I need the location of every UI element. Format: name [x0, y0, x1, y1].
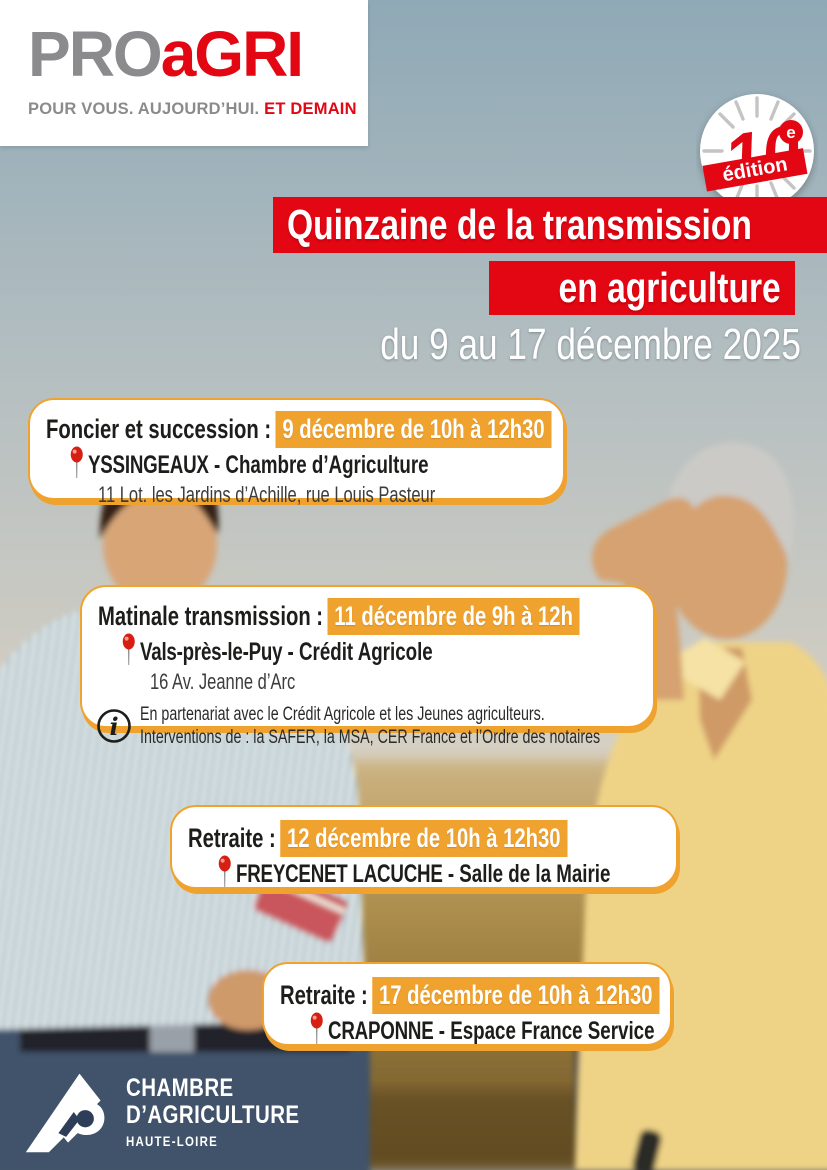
event-card-retraite-freycenet: Retraite :12 décembre de 10h à 12h30 FRE… [170, 805, 678, 889]
event-location: YSSINGEAUX - Chambre d’Agriculture [70, 446, 429, 480]
event-venue: - Espace France Service [438, 1017, 655, 1045]
location-pin-icon [70, 446, 83, 478]
event-city: CRAPONNE [328, 1017, 434, 1045]
event-title-text: Retraite : [188, 823, 276, 853]
event-partners-note: i En partenariat avec le Crédit Agricole… [96, 703, 637, 749]
proagri-tagline: POUR VOUS. AUJOURD’HUI. ET DEMAIN [28, 100, 368, 119]
chambre-line1: CHAMBRE [126, 1074, 234, 1102]
event-city: YSSINGEAUX [88, 451, 209, 479]
banner-line1: Quinzaine de la transmission [273, 197, 827, 253]
banner-line2-text: en agriculture [558, 264, 781, 311]
event-location: Vals-près-le-Puy - Crédit Agricole [122, 633, 508, 667]
location-pin-icon [218, 855, 231, 887]
chambre-line2: D’AGRICULTURE [126, 1101, 300, 1129]
partners-text: En partenariat avec le Crédit Agricole e… [140, 703, 600, 749]
chambre-agriculture-logo: CHAMBRE D’AGRICULTURE HAUTE-LOIRE [20, 1066, 338, 1158]
partners-line1: En partenariat avec le Crédit Agricole e… [140, 704, 545, 725]
chambre-logo-text: CHAMBRE D’AGRICULTURE HAUTE-LOIRE [126, 1074, 300, 1150]
partners-line2: Interventions de : la SAFER, la MSA, CER… [140, 727, 601, 748]
tagline-gray: POUR VOUS. AUJOURD’HUI. [28, 100, 260, 118]
badge-exponent: e [786, 123, 795, 142]
event-title: Matinale transmission :11 décembre de 9h… [98, 597, 580, 635]
event-title-text: Matinale transmission : [98, 601, 324, 631]
event-venue: - Crédit Agricole [287, 638, 433, 666]
event-card-retraite-craponne: Retraite :17 décembre de 10h à 12h30 CRA… [262, 962, 672, 1046]
event-city: FREYCENET LACUCHE [236, 860, 443, 888]
wordmark-agri: aGRI [160, 18, 304, 90]
banner-line2: en agriculture [489, 261, 795, 315]
proagri-logo: PROaGRI POUR VOUS. AUJOURD’HUI. ET DEMAI… [0, 0, 368, 146]
event-venue: - Chambre d’Agriculture [213, 451, 429, 479]
event-card-foncier: Foncier et succession :9 décembre de 10h… [28, 398, 565, 507]
event-title: Retraite :12 décembre de 10h à 12h30 [188, 819, 568, 857]
event-address: 16 Av. Jeanne d’Arc [150, 669, 296, 694]
location-pin-icon [122, 633, 135, 665]
event-datetime-badge: 9 décembre de 10h à 12h30 [275, 411, 552, 448]
edition-badge: 10 e édition [700, 94, 814, 208]
proagri-wordmark: PROaGRI [28, 22, 368, 86]
tagline-red: ET DEMAIN [264, 100, 357, 118]
event-datetime-badge: 17 décembre de 10h à 12h30 [372, 977, 660, 1014]
chambre-logo-mark-icon [25, 1073, 105, 1153]
event-card-matinale: Matinale transmission :11 décembre de 9h… [80, 585, 655, 748]
event-title: Retraite :17 décembre de 10h à 12h30 [280, 976, 660, 1014]
banner-line1-text: Quinzaine de la transmission [287, 201, 752, 248]
event-title: Foncier et succession :9 décembre de 10h… [46, 410, 552, 448]
event-title-text: Retraite : [280, 980, 368, 1010]
event-venue: - Salle de la Mairie [447, 860, 611, 888]
event-date-range: du 9 au 17 décembre 2025 [380, 320, 801, 369]
event-city: Vals-près-le-Puy [140, 638, 283, 666]
event-title-text: Foncier et succession : [46, 414, 272, 444]
location-pin-icon [310, 1012, 323, 1044]
event-datetime-badge: 12 décembre de 10h à 12h30 [280, 820, 568, 857]
chambre-line3: HAUTE-LOIRE [126, 1133, 218, 1149]
event-location: FREYCENET LACUCHE - Salle de la Mairie [218, 855, 610, 889]
info-icon: i [97, 709, 131, 743]
event-datetime-badge: 11 décembre de 9h à 12h [327, 598, 580, 635]
event-address: 11 Lot. les Jardins d’Achille, rue Louis… [98, 482, 436, 507]
wordmark-pro: PRO [28, 18, 163, 90]
event-location: CRAPONNE - Espace France Service [310, 1012, 655, 1046]
svg-text:i: i [109, 712, 118, 741]
